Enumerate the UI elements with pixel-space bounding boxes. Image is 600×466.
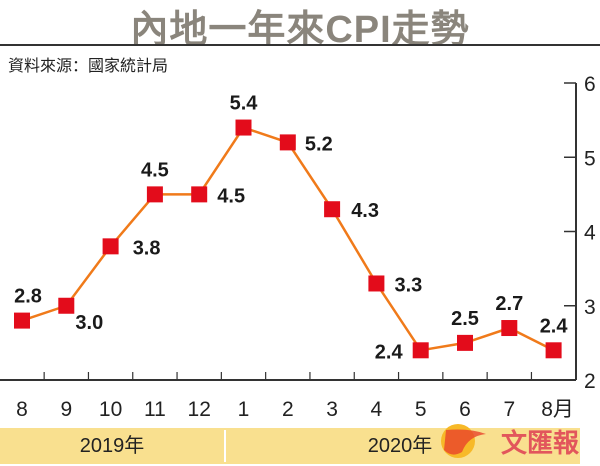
x-tick-label: 4 (371, 398, 383, 421)
data-point-marker (545, 342, 562, 359)
data-point-marker (14, 312, 30, 329)
year-label-2019: 2019年 (80, 434, 145, 457)
title-divider (0, 44, 600, 46)
x-tick-label: 7 (503, 398, 515, 421)
data-label: 3.3 (394, 274, 422, 296)
y-tick-label: 4 (584, 222, 596, 245)
newspaper-logo: 文匯報 (441, 424, 580, 459)
data-point-marker (324, 201, 341, 218)
data-point-marker (102, 238, 119, 255)
data-label: 4.5 (217, 185, 245, 207)
x-tick-label: 8 (16, 398, 28, 421)
x-tick-label: 2 (282, 398, 294, 421)
data-label: 5.2 (305, 133, 333, 155)
source-note: 資料來源：國家統計局 (8, 56, 169, 75)
data-label: 4.5 (141, 159, 169, 181)
data-point-marker (368, 275, 385, 292)
y-tick-label: 2 (584, 370, 596, 393)
x-tick-label: 9 (60, 398, 72, 421)
data-point-marker (412, 342, 429, 359)
data-label: 2.7 (495, 293, 523, 315)
data-label: 2.5 (451, 308, 479, 330)
year-label-2020: 2020年 (368, 434, 433, 457)
data-point-marker (501, 320, 518, 337)
x-tick-label: 1 (238, 398, 250, 421)
x-tick-label: 8月 (541, 398, 574, 421)
x-tick-label: 11 (144, 398, 166, 421)
x-tick-label: 5 (415, 398, 427, 421)
data-label: 2.4 (540, 315, 569, 337)
x-tick-label: 10 (99, 398, 122, 421)
data-point-marker (457, 334, 473, 351)
data-point-marker (58, 297, 75, 314)
data-label: 2.8 (14, 286, 42, 308)
data-label: 3.8 (133, 237, 161, 259)
x-tick-label: 6 (459, 398, 471, 421)
data-point-marker (279, 134, 296, 151)
logo-text: 文匯報 (501, 428, 580, 459)
y-tick-label: 5 (584, 147, 596, 170)
x-tick-label: 3 (326, 398, 338, 421)
data-point-marker (146, 186, 163, 203)
data-label: 4.3 (351, 200, 379, 222)
data-label: 2.4 (375, 341, 404, 363)
x-tick-label: 12 (188, 398, 211, 421)
y-tick-label: 3 (584, 296, 596, 319)
y-tick-label: 6 (584, 73, 596, 96)
data-point-marker (235, 119, 252, 136)
data-label: 5.4 (230, 93, 259, 115)
data-point-marker (191, 186, 208, 203)
data-label: 3.0 (75, 312, 103, 334)
